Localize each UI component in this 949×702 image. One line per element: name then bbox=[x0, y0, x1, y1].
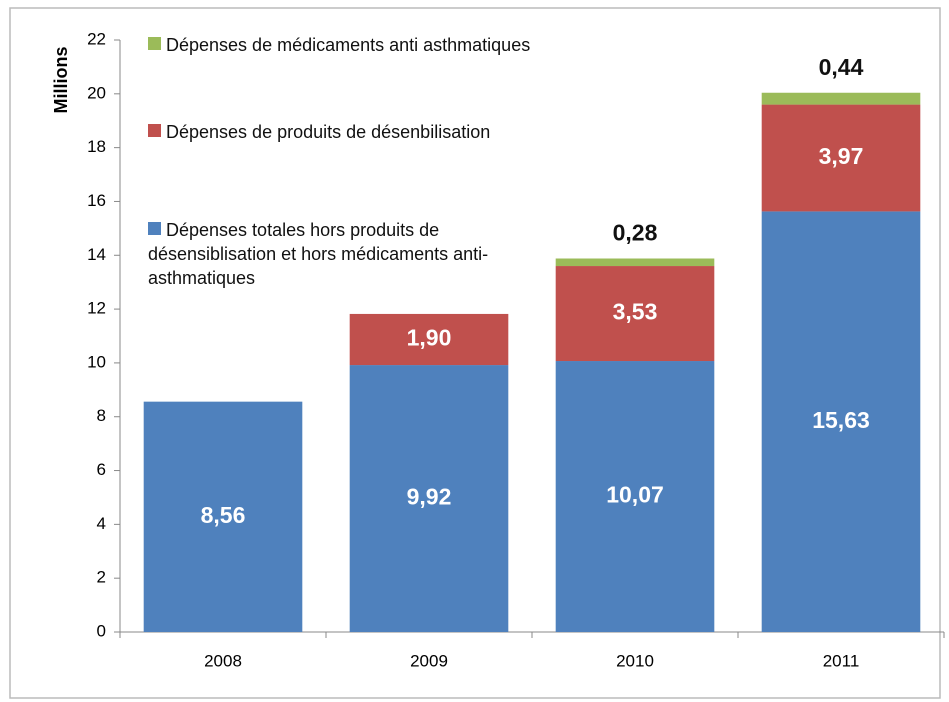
value-label: 9,92 bbox=[407, 484, 452, 510]
bar-segment bbox=[349, 365, 509, 632]
legend-label: Dépenses de médicaments anti asthmatique… bbox=[166, 35, 531, 55]
legend-label: Dépenses totales hors produits de désens… bbox=[148, 220, 489, 288]
y-tick-label: 4 bbox=[97, 514, 106, 533]
value-label: 15,63 bbox=[812, 407, 870, 433]
y-tick-label: 6 bbox=[97, 460, 106, 479]
y-tick-label: 0 bbox=[97, 621, 106, 640]
y-tick-label: 18 bbox=[87, 137, 106, 156]
legend-label: Dépenses de produits de désenbilisation bbox=[166, 122, 491, 142]
bar-segment bbox=[761, 104, 921, 212]
value-label: 3,53 bbox=[613, 299, 658, 325]
bar-segment bbox=[555, 266, 715, 362]
x-tick-label: 2008 bbox=[204, 651, 242, 670]
y-tick-label: 2 bbox=[97, 568, 106, 587]
bar-segment bbox=[555, 258, 715, 267]
bar-segment bbox=[143, 401, 303, 632]
bar-segment bbox=[555, 361, 715, 632]
value-label: 3,97 bbox=[819, 143, 864, 169]
y-tick-label: 16 bbox=[87, 191, 106, 210]
x-tick-label: 2009 bbox=[410, 651, 448, 670]
value-label: 0,44 bbox=[819, 54, 864, 80]
legend-entry: Dépenses totales hors produits de désens… bbox=[148, 218, 538, 290]
y-tick-label: 8 bbox=[97, 406, 106, 425]
y-tick-label: 12 bbox=[87, 299, 106, 318]
legend-swatch bbox=[148, 124, 161, 137]
x-tick-label: 2010 bbox=[616, 651, 654, 670]
value-label: 1,90 bbox=[407, 325, 452, 351]
y-tick-label: 20 bbox=[87, 83, 106, 102]
x-tick-label: 2011 bbox=[823, 651, 860, 670]
value-label: 8,56 bbox=[201, 502, 246, 528]
bar-segment bbox=[349, 313, 509, 366]
legend-entry: Dépenses de produits de désenbilisation bbox=[148, 120, 538, 144]
legend-swatch bbox=[148, 222, 161, 235]
value-label: 0,28 bbox=[613, 220, 658, 246]
legend-swatch bbox=[148, 37, 161, 50]
bar-segment bbox=[761, 92, 921, 105]
bar-segment bbox=[761, 211, 921, 633]
y-tick-label: 10 bbox=[87, 352, 106, 371]
y-tick-label: 22 bbox=[87, 29, 106, 48]
legend-entry: Dépenses de médicaments anti asthmatique… bbox=[148, 33, 538, 57]
y-tick-label: 14 bbox=[87, 245, 106, 264]
y-axis-title: Millions bbox=[51, 47, 71, 114]
frame bbox=[9, 7, 941, 699]
value-label: 10,07 bbox=[606, 482, 664, 508]
